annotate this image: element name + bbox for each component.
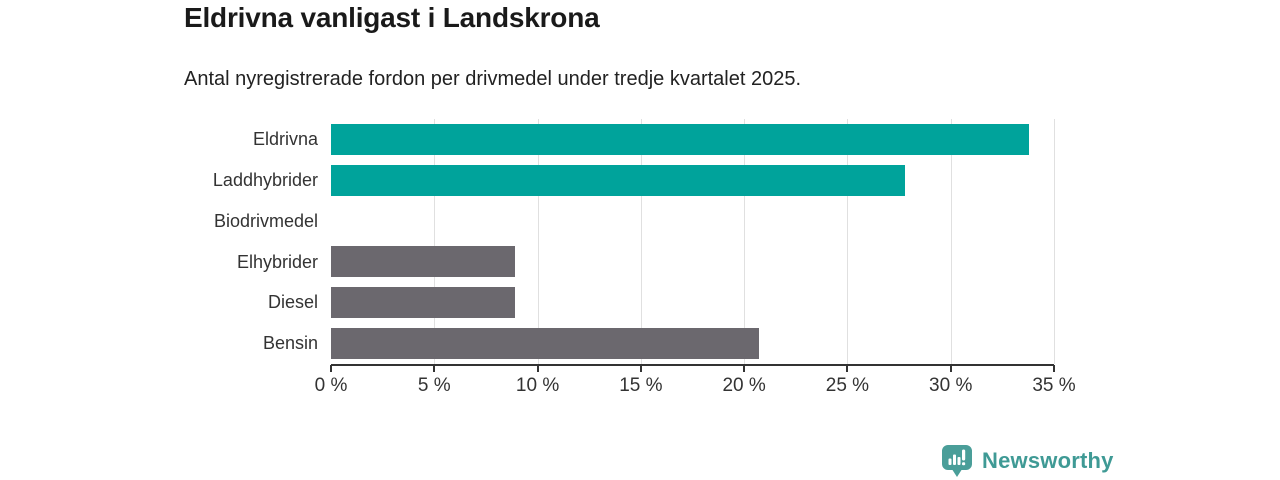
gridline [434,119,436,364]
category-axis: Eldrivna Laddhybrider Biodrivmedel Elhybrid… [0,119,318,364]
bar-elhybrider [331,246,515,278]
gridline [640,119,642,364]
gridline [847,119,849,364]
brand-logo: Newsworthy [941,444,1114,478]
x-tick-label: 15 % [619,375,663,396]
x-tick-label: 35 % [1032,375,1076,396]
x-tick-mark [743,365,746,372]
x-tick-label: 5 % [417,375,451,396]
x-tick-mark [433,365,436,372]
x-tick-label: 25 % [825,375,870,396]
category-label: Laddhybrider [212,169,318,190]
chart-title: Eldrivna vanligast i Landskrona [184,2,600,33]
category-label: Bensin [262,333,318,354]
x-tick-mark [639,365,642,372]
newsworthy-pin-barchart-icon [942,445,972,477]
x-tick-mark [330,365,332,372]
category-label: Diesel [267,292,318,313]
category-label: Elhybrider [236,251,318,272]
x-tick-mark [536,365,539,372]
gridline [950,119,952,364]
bar-bensin [331,328,759,360]
x-tick-mark [949,365,952,372]
category-label: Eldrivna [252,129,318,149]
brand-name: Newsworthy [982,448,1114,473]
x-tick-label: 10 % [515,375,560,396]
x-tick-label: 0 % [314,375,348,396]
x-tick-mark [846,365,849,372]
category-label: Biodrivmedel [213,210,318,231]
gridline [1054,119,1055,364]
x-tick-label: 20 % [722,375,766,396]
gridline [744,119,746,364]
x-tick-mark [1053,365,1055,372]
gridline [537,119,539,364]
x-axis: 0 % 5 % 10 % 15 % 20 % 25 % 30 % 35 % [315,364,1076,404]
chart-subtitle: Antal nyregistrerade fordon per drivmede… [184,68,802,90]
bar-eldrivna [331,123,1030,155]
x-tick-label: 30 % [929,375,973,396]
bar-diesel [331,287,515,319]
bar-laddhybrider [331,164,906,196]
plot-area [331,119,1055,366]
